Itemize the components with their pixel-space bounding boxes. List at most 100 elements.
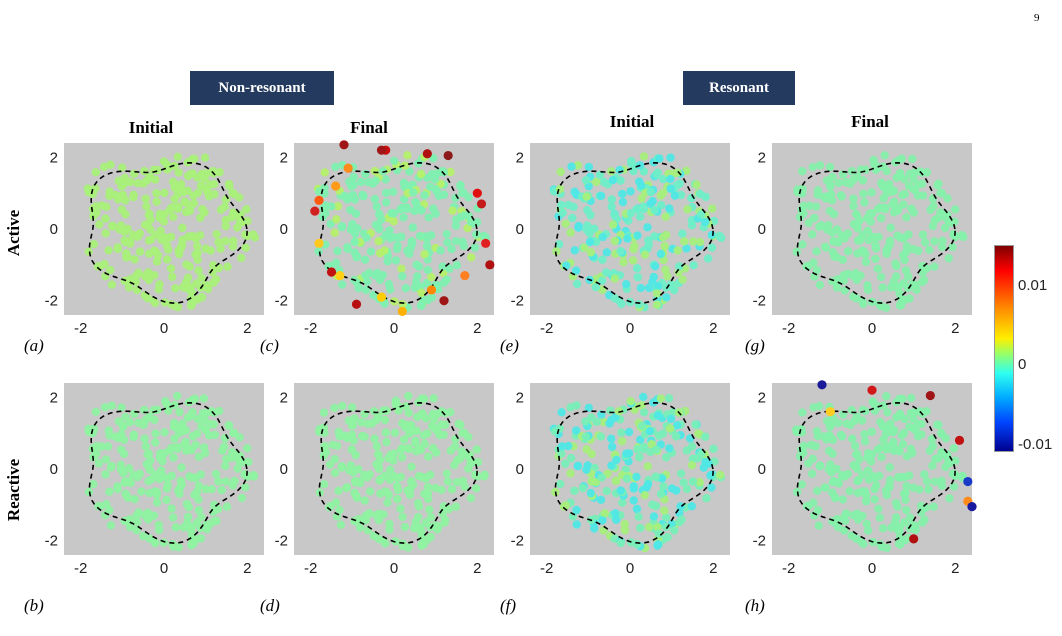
scatter-point: [958, 471, 967, 481]
scatter-point: [144, 476, 153, 486]
scatter-point: [863, 526, 873, 535]
scatter-point: [808, 454, 817, 464]
scatter-point: [902, 452, 912, 461]
scatter-point: [328, 440, 337, 449]
scatter-point: [129, 192, 138, 202]
scatter-point: [891, 513, 901, 522]
scatter-point: [231, 210, 240, 220]
scatter-point: [150, 298, 160, 308]
scatter-point: [925, 245, 934, 255]
scatter-point: [374, 509, 384, 518]
boundary-curve: [554, 161, 714, 304]
scatter-point: [665, 424, 675, 433]
scatter-point: [950, 205, 960, 214]
scatter-point: [617, 299, 626, 309]
scatter-point: [581, 432, 591, 441]
scatter-point: [194, 505, 203, 515]
scatter-point: [397, 232, 406, 241]
scatter-point: [350, 248, 360, 257]
scatter-point-outlier: [343, 163, 353, 173]
scatter-point: [924, 485, 933, 494]
scatter-point: [422, 234, 432, 243]
scatter-point: [209, 260, 218, 270]
scatter-point: [592, 177, 601, 187]
scatter-point: [402, 181, 411, 190]
scatter-point-outlier: [314, 195, 324, 205]
scatter-point: [471, 484, 481, 493]
scatter-point: [113, 244, 123, 254]
scatter-point: [600, 509, 609, 518]
scatter-point: [875, 300, 884, 309]
scatter-point: [797, 480, 807, 489]
scatter-point: [173, 391, 182, 401]
scatter-point: [144, 515, 153, 524]
scatter-point: [639, 445, 648, 454]
scatter-point: [629, 482, 638, 491]
scatter-point: [607, 202, 616, 211]
scatter-point: [169, 453, 178, 462]
scatter-point: [330, 228, 339, 238]
scatter-point: [141, 194, 150, 203]
scatter-point: [132, 517, 142, 527]
scatter-point: [584, 403, 593, 412]
scatter-point-outlier: [397, 306, 407, 317]
scatter-point: [665, 204, 674, 213]
scatter-point: [813, 486, 822, 496]
scatter-point: [566, 469, 575, 478]
scatter-point: [415, 444, 424, 454]
scatter-point: [173, 204, 183, 213]
scatter-point: [356, 177, 366, 187]
column-title-initial-resonant: Initial: [609, 112, 655, 131]
scatter-point: [429, 394, 438, 403]
scatter-point: [319, 480, 329, 489]
scatter-point: [932, 420, 942, 430]
scatter-point: [337, 280, 347, 289]
scatter-point: [233, 464, 242, 473]
scatter-point: [556, 200, 566, 210]
scatter-point: [173, 444, 182, 454]
scatter-point: [200, 415, 209, 425]
scatter-point: [894, 473, 903, 482]
scatter-point: [799, 209, 808, 218]
scatter-point: [873, 264, 883, 273]
scatter-point: [661, 265, 670, 275]
scatter-point: [646, 187, 656, 197]
scatter-point: [417, 528, 426, 537]
scatter-panel-d-reactive-nonresonant-final: -2 0 2 2 0 -2: [275, 383, 494, 577]
scatter-point: [843, 247, 853, 256]
scatter-point: [845, 486, 854, 496]
scatter-point: [809, 403, 818, 412]
scatter-point: [691, 420, 700, 429]
x-tick-label: 2: [243, 560, 251, 577]
scatter-point: [221, 236, 230, 246]
scatter-point: [451, 193, 460, 203]
scatter-point: [829, 209, 839, 219]
scatter-point: [437, 485, 446, 495]
scatter-point: [602, 248, 611, 257]
scatter-point: [382, 198, 391, 207]
y-tick-label: 2: [516, 149, 524, 166]
scatter-point: [557, 442, 567, 451]
scatter-point: [194, 266, 203, 275]
scatter-point: [645, 426, 654, 436]
scatter-point: [618, 498, 627, 507]
y-tick-label: 0: [758, 461, 766, 478]
scatter-point: [695, 237, 705, 247]
scatter-point: [443, 238, 452, 247]
scatter-point: [902, 213, 911, 222]
scatter-point: [442, 275, 451, 284]
scatter-point: [421, 474, 430, 483]
x-tick-label: 2: [951, 560, 959, 577]
scatter-point: [433, 285, 443, 294]
scatter-point: [178, 223, 187, 233]
scatter-point: [646, 199, 655, 208]
scatter-point: [888, 428, 898, 437]
scatter-point: [857, 246, 867, 255]
x-tick-label: 0: [868, 320, 876, 337]
scatter-point: [572, 520, 581, 529]
scatter-point: [370, 434, 379, 443]
scatter-point: [120, 478, 130, 487]
scatter-point: [586, 210, 595, 220]
scatter-point: [125, 417, 135, 427]
scatter-point-outlier: [310, 206, 320, 216]
